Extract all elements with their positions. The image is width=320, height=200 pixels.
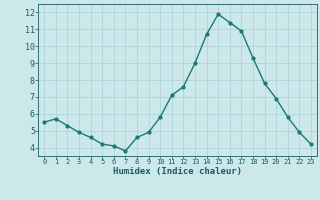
X-axis label: Humidex (Indice chaleur): Humidex (Indice chaleur)	[113, 167, 242, 176]
